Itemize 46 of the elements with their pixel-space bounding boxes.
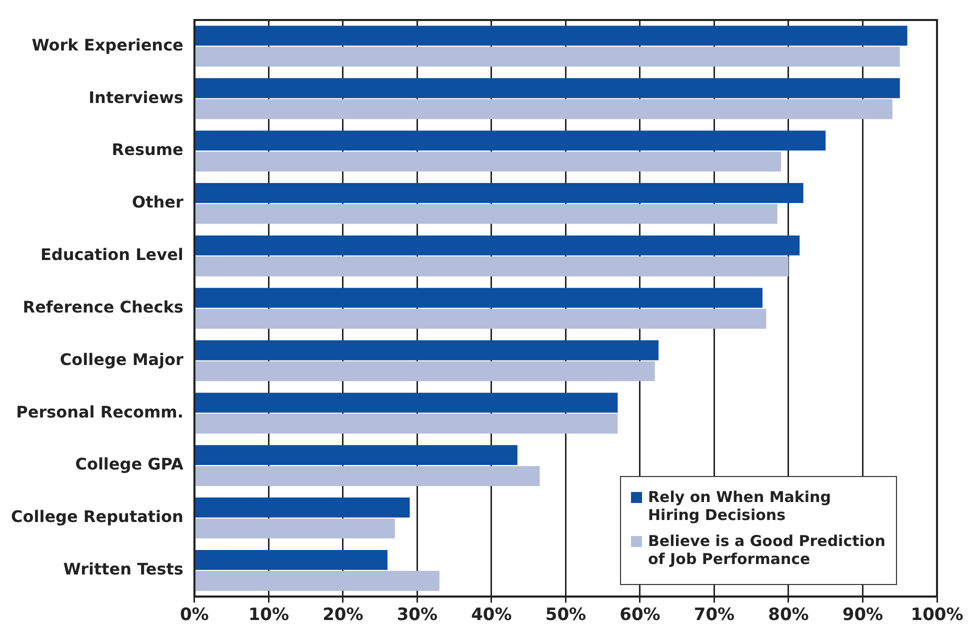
y-tick-label: College Reputation [11, 507, 184, 526]
x-tick-label: 100% [910, 605, 964, 626]
x-tick-label: 50% [545, 605, 586, 626]
bar [195, 466, 540, 486]
bar [195, 414, 618, 434]
legend-label: Believe is a Good Prediction of Job Performance [648, 532, 886, 568]
bar [195, 78, 900, 98]
y-tick-label: Written Tests [63, 560, 184, 579]
bar [195, 518, 395, 538]
bar [195, 183, 804, 203]
x-tick-label: 90% [842, 605, 884, 626]
bar [195, 570, 440, 591]
bar [195, 256, 788, 276]
x-tick-label: 0% [180, 605, 209, 626]
bar [195, 130, 826, 151]
y-tick-label: College Major [60, 350, 184, 369]
x-tick-label: 10% [248, 605, 290, 626]
x-tick-label: 70% [694, 605, 735, 626]
y-tick-label: Reference Checks [22, 297, 184, 316]
x-tick-label: 20% [322, 605, 364, 626]
y-tick-label: College GPA [75, 454, 184, 474]
bar [195, 498, 410, 518]
x-tick-label: 60% [620, 605, 660, 626]
legend-label: Rely on When Making Hiring Decisions [648, 488, 832, 524]
bar [195, 152, 782, 172]
y-tick-label: Work Experience [32, 35, 184, 54]
y-tick-label: Resume [112, 140, 184, 160]
bar [195, 340, 659, 360]
x-tick-label: 80% [768, 605, 809, 626]
bar [195, 204, 778, 224]
bar [195, 288, 762, 308]
bar [195, 550, 388, 570]
bar [195, 235, 800, 256]
y-tick-label: Personal Recomm. [16, 402, 184, 422]
y-tick-label: Interviews [88, 88, 184, 107]
bar [195, 392, 618, 413]
x-tick-label: 30% [396, 605, 438, 626]
bar [195, 99, 892, 120]
bar [195, 308, 766, 329]
bar [195, 445, 518, 466]
y-tick-label: Other [132, 192, 184, 212]
bar [195, 46, 900, 67]
y-tick-label: Education Level [40, 245, 184, 264]
bar [195, 26, 908, 46]
x-tick-label: 40% [471, 605, 512, 626]
bar [195, 361, 655, 382]
